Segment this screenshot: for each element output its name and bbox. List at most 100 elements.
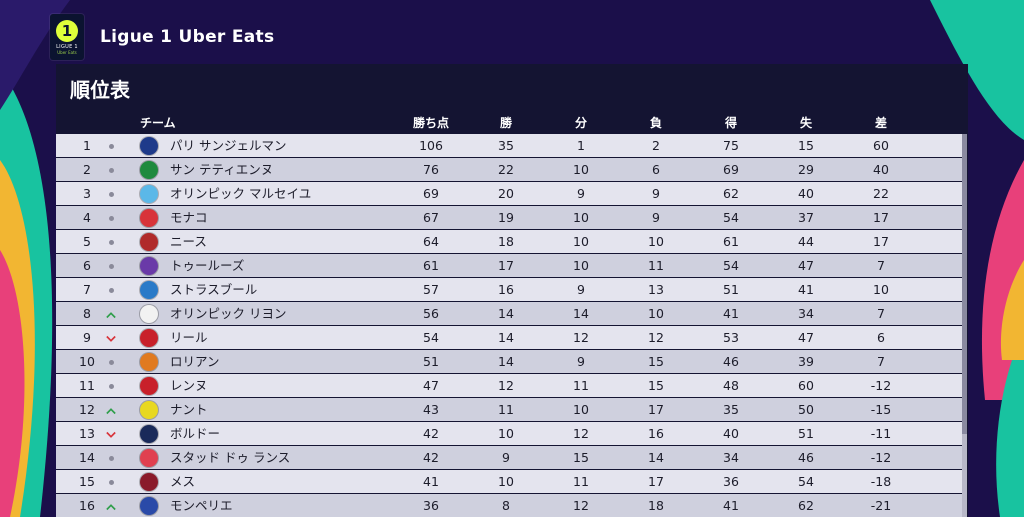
losses-cell: 15 <box>648 354 664 369</box>
losses-cell: 10 <box>648 234 664 249</box>
draws-cell: 9 <box>577 186 585 201</box>
goal-diff-cell: 7 <box>877 354 885 369</box>
draws-cell: 10 <box>573 162 589 177</box>
scrollbar-thumb[interactable] <box>962 134 967 434</box>
table-row[interactable]: 11 レンヌ 47 12 11 15 48 60 -12 <box>56 374 966 397</box>
table-row[interactable]: 3 オリンピック マルセイユ 69 20 9 9 62 40 22 <box>56 182 966 205</box>
table-row[interactable]: 10 ロリアン 51 14 9 15 46 39 7 <box>56 350 966 373</box>
table-header: チーム 勝ち点 勝 分 負 得 失 差 <box>56 112 968 134</box>
team-name: ストラスブール <box>170 282 258 297</box>
goal-diff-cell: -11 <box>870 426 892 441</box>
team-name: ボルドー <box>170 426 221 441</box>
table-row[interactable]: 15 メス 41 10 11 17 36 54 -18 <box>56 470 966 493</box>
points-cell: 51 <box>423 354 439 369</box>
col-goal-diff: 差 <box>874 116 887 130</box>
trend-up-icon <box>100 398 122 421</box>
team-name: サン テティエンヌ <box>170 162 274 177</box>
col-losses: 負 <box>649 116 662 130</box>
table-row[interactable]: 13 ボルドー 42 10 12 16 40 51 -11 <box>56 422 966 445</box>
draws-cell: 12 <box>573 498 589 513</box>
wins-cell: 35 <box>498 138 514 153</box>
draws-cell: 1 <box>577 138 585 153</box>
col-draws: 分 <box>574 116 587 130</box>
rank-cell: 1 <box>83 138 91 153</box>
team-name: メス <box>170 474 196 489</box>
points-cell: 67 <box>423 210 439 225</box>
team-name: リール <box>170 330 208 345</box>
team-crest-icon <box>140 449 158 467</box>
rank-cell: 16 <box>79 498 95 513</box>
goal-diff-cell: 10 <box>873 282 889 297</box>
ligue1-mark-icon <box>56 19 78 42</box>
wins-cell: 11 <box>498 402 514 417</box>
goal-diff-cell: 7 <box>877 306 885 321</box>
table-row[interactable]: 5 ニース 64 18 10 10 61 44 17 <box>56 230 966 253</box>
goal-diff-cell: -18 <box>870 474 892 489</box>
goals-for-cell: 36 <box>723 474 739 489</box>
goals-for-cell: 46 <box>723 354 739 369</box>
rank-cell: 5 <box>83 234 91 249</box>
table-row[interactable]: 14 スタッド ドゥ ランス 42 9 15 14 34 46 -12 <box>56 446 966 469</box>
draws-cell: 14 <box>573 306 589 321</box>
team-crest-icon <box>140 473 158 491</box>
table-row[interactable]: 4 モナコ 67 19 10 9 54 37 17 <box>56 206 966 229</box>
goal-diff-cell: 6 <box>877 330 885 345</box>
goals-against-cell: 46 <box>798 450 814 465</box>
goals-for-cell: 35 <box>723 402 739 417</box>
losses-cell: 2 <box>652 138 660 153</box>
goals-for-cell: 53 <box>723 330 739 345</box>
losses-cell: 13 <box>648 282 664 297</box>
rank-cell: 11 <box>79 378 95 393</box>
table-row[interactable]: 6 トゥールーズ 61 17 10 11 54 47 7 <box>56 254 966 277</box>
team-name: スタッド ドゥ ランス <box>170 450 291 465</box>
draws-cell: 15 <box>573 450 589 465</box>
rank-cell: 3 <box>83 186 91 201</box>
goals-for-cell: 69 <box>723 162 739 177</box>
table-row[interactable]: 7 ストラスブール 57 16 9 13 51 41 10 <box>56 278 966 301</box>
points-cell: 42 <box>423 426 439 441</box>
rank-cell: 12 <box>79 402 95 417</box>
table-row[interactable]: 8 オリンピック リヨン 56 14 14 10 41 34 7 <box>56 302 966 325</box>
trend-same-icon <box>100 470 122 493</box>
table-row[interactable]: 16 モンペリエ 36 8 12 18 41 62 -21 <box>56 494 966 517</box>
goals-against-cell: 40 <box>798 186 814 201</box>
wins-cell: 14 <box>498 306 514 321</box>
points-cell: 54 <box>423 330 439 345</box>
goals-for-cell: 40 <box>723 426 739 441</box>
wins-cell: 12 <box>498 378 514 393</box>
losses-cell: 15 <box>648 378 664 393</box>
losses-cell: 17 <box>648 474 664 489</box>
points-cell: 61 <box>423 258 439 273</box>
draws-cell: 11 <box>573 474 589 489</box>
table-row[interactable]: 2 サン テティエンヌ 76 22 10 6 69 29 40 <box>56 158 966 181</box>
team-crest-icon <box>140 209 158 227</box>
trend-same-icon <box>100 278 122 301</box>
trend-same-icon <box>100 446 122 469</box>
losses-cell: 18 <box>648 498 664 513</box>
table-row[interactable]: 9 リール 54 14 12 12 53 47 6 <box>56 326 966 349</box>
losses-cell: 9 <box>652 210 660 225</box>
rank-cell: 2 <box>83 162 91 177</box>
table-row[interactable]: 1 パリ サンジェルマン 106 35 1 2 75 15 60 <box>56 134 966 157</box>
goal-diff-cell: 60 <box>873 138 889 153</box>
rank-cell: 6 <box>83 258 91 273</box>
points-cell: 41 <box>423 474 439 489</box>
losses-cell: 11 <box>648 258 664 273</box>
rank-cell: 10 <box>79 354 95 369</box>
draws-cell: 10 <box>573 234 589 249</box>
trend-same-icon <box>100 158 122 181</box>
draws-cell: 10 <box>573 258 589 273</box>
trend-same-icon <box>100 182 122 205</box>
points-cell: 69 <box>423 186 439 201</box>
trend-same-icon <box>100 134 122 157</box>
wins-cell: 19 <box>498 210 514 225</box>
team-crest-icon <box>140 137 158 155</box>
table-row[interactable]: 12 ナント 43 11 10 17 35 50 -15 <box>56 398 966 421</box>
wins-cell: 20 <box>498 186 514 201</box>
goal-diff-cell: -15 <box>870 402 892 417</box>
team-name: オリンピック マルセイユ <box>170 186 312 201</box>
goal-diff-cell: 22 <box>873 186 889 201</box>
goal-diff-cell: 17 <box>873 234 889 249</box>
wins-cell: 9 <box>502 450 510 465</box>
goals-for-cell: 54 <box>723 258 739 273</box>
